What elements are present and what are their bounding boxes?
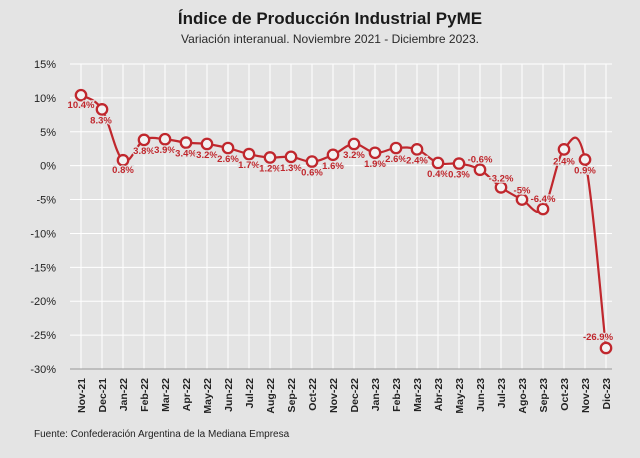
- x-tick-label: Aug-22: [265, 378, 277, 414]
- data-point: [242, 147, 256, 161]
- y-tick-label: -15%: [30, 262, 56, 274]
- x-tick-label: May-22: [202, 378, 214, 414]
- data-label: 2.6%: [217, 154, 239, 165]
- y-tick-label: 5%: [40, 127, 56, 139]
- data-point: [473, 163, 487, 177]
- x-tick-label: Feb-22: [139, 378, 151, 412]
- data-label: 1.2%: [259, 164, 281, 175]
- x-tick-label: Apr-22: [181, 378, 193, 411]
- data-label: 1.3%: [280, 163, 302, 174]
- x-tick-label: Dec-22: [349, 378, 361, 413]
- y-axis: 15% 10% 5% 0% -5% -10% -15% -20% -25% -30%: [30, 59, 56, 376]
- data-label: -0.6%: [468, 155, 493, 166]
- data-label: 1.7%: [238, 160, 260, 171]
- data-point: [599, 341, 613, 355]
- data-labels: 10.4%8.3%0.8%3.8% 3.9% 3.4% 3.2% 2.6%1.7% 1.2…: [66, 99, 615, 344]
- data-label: 1.9%: [364, 159, 386, 170]
- x-tick-label: Sep-23: [538, 378, 550, 413]
- grid-lines: [70, 63, 612, 370]
- data-label: 3.4%: [175, 149, 197, 160]
- data-point: [389, 141, 403, 155]
- data-label: 3.2%: [343, 150, 365, 161]
- data-point: [74, 88, 88, 102]
- data-label: 0.6%: [301, 168, 323, 179]
- y-tick-label: 15%: [34, 59, 56, 71]
- x-tick-label: Feb-23: [391, 378, 403, 412]
- data-label: -5%: [514, 186, 531, 197]
- data-label: 3.9%: [154, 145, 176, 156]
- data-point: [305, 155, 319, 168]
- y-tick-label: 10%: [34, 93, 56, 105]
- x-tick-label: Jun-23: [475, 378, 487, 412]
- data-label: 2.4%: [406, 155, 428, 166]
- x-tick-label: Jun-22: [223, 378, 235, 412]
- data-point: [284, 150, 298, 164]
- series-line: [80, 94, 608, 349]
- data-point: [263, 151, 277, 164]
- x-tick-label: Oct-22: [307, 378, 319, 411]
- x-tick-label: Mar-23: [412, 378, 424, 412]
- x-axis: Nov-21 Dec-21 Jan-22 Feb-22 Mar-22 Apr-22 May-…: [76, 378, 613, 414]
- y-tick-label: -5%: [36, 195, 56, 207]
- x-tick-label: Mar-22: [160, 378, 172, 412]
- y-tick-label: -20%: [30, 296, 56, 308]
- data-point: [179, 136, 193, 149]
- data-label: -3.2%: [489, 173, 514, 184]
- data-point: [116, 153, 130, 167]
- data-label: 2.4%: [553, 156, 575, 167]
- data-point: [515, 193, 529, 206]
- x-tick-label: Jul-22: [244, 378, 256, 409]
- data-point: [158, 132, 172, 146]
- data-label: 3.2%: [196, 150, 218, 161]
- x-tick-label: Jan-22: [118, 378, 130, 411]
- x-tick-label: Dec-21: [97, 378, 109, 413]
- x-tick-label: Ago-23: [517, 378, 529, 414]
- data-point: [557, 143, 571, 156]
- data-point: [368, 146, 382, 160]
- data-label: 1.6%: [322, 161, 344, 172]
- x-tick-label: Nov-21: [76, 378, 88, 413]
- data-point: [578, 153, 592, 166]
- y-tick-label: -10%: [30, 228, 56, 240]
- data-point: [410, 143, 424, 156]
- data-point: [452, 157, 466, 170]
- data-point: [431, 156, 445, 170]
- data-label: 8.3%: [90, 115, 112, 126]
- y-tick-label: -25%: [30, 330, 56, 342]
- data-point: [326, 148, 340, 162]
- data-point: [221, 141, 235, 155]
- data-label: 0.4%: [427, 169, 449, 180]
- chart-source: Fuente: Confederación Argentina de la Me…: [34, 429, 290, 440]
- chart-title: Índice de Producción Industrial PyME: [178, 9, 482, 28]
- data-label: 3.8%: [133, 146, 155, 157]
- x-tick-label: Jan-23: [370, 378, 382, 411]
- data-label: 0.8%: [112, 165, 134, 176]
- x-tick-label: Nov-22: [328, 378, 340, 413]
- data-point: [95, 103, 109, 116]
- data-label: 2.6%: [385, 154, 407, 165]
- data-label: 0.9%: [574, 166, 596, 177]
- x-tick-label: Nov-23: [580, 378, 592, 413]
- y-tick-label: -30%: [30, 364, 56, 376]
- y-tick-label: 0%: [40, 161, 56, 173]
- x-tick-label: May-23: [454, 378, 466, 414]
- x-tick-label: Dic-23: [601, 378, 613, 410]
- data-point: [494, 181, 508, 194]
- data-label: 0.3%: [448, 170, 470, 181]
- x-tick-label: Sep-22: [286, 378, 298, 413]
- data-point: [536, 202, 550, 216]
- chart-subtitle: Variación interanual. Noviembre 2021 - D…: [181, 32, 479, 46]
- data-point: [137, 133, 151, 147]
- x-tick-label: Jul-23: [496, 378, 508, 409]
- data-point: [200, 137, 214, 151]
- data-points: [74, 88, 613, 355]
- x-tick-label: Oct-23: [559, 378, 571, 411]
- data-label: -26.9%: [583, 332, 614, 343]
- data-label: 10.4%: [68, 100, 95, 111]
- x-tick-label: Abr-23: [433, 378, 445, 411]
- data-point: [347, 137, 361, 151]
- data-label: -6.4%: [531, 194, 556, 205]
